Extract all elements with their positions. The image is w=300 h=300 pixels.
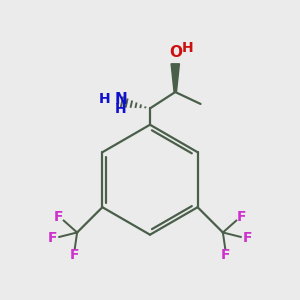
Text: H: H	[99, 92, 111, 106]
Text: H: H	[115, 102, 126, 116]
Text: F: F	[69, 248, 79, 262]
Text: N: N	[114, 92, 127, 107]
Text: H: H	[182, 41, 194, 55]
Text: O: O	[169, 45, 182, 60]
Text: F: F	[48, 231, 58, 245]
Text: F: F	[221, 248, 231, 262]
Polygon shape	[171, 64, 179, 92]
Text: F: F	[237, 210, 246, 224]
Text: F: F	[54, 210, 63, 224]
Text: F: F	[242, 231, 252, 245]
